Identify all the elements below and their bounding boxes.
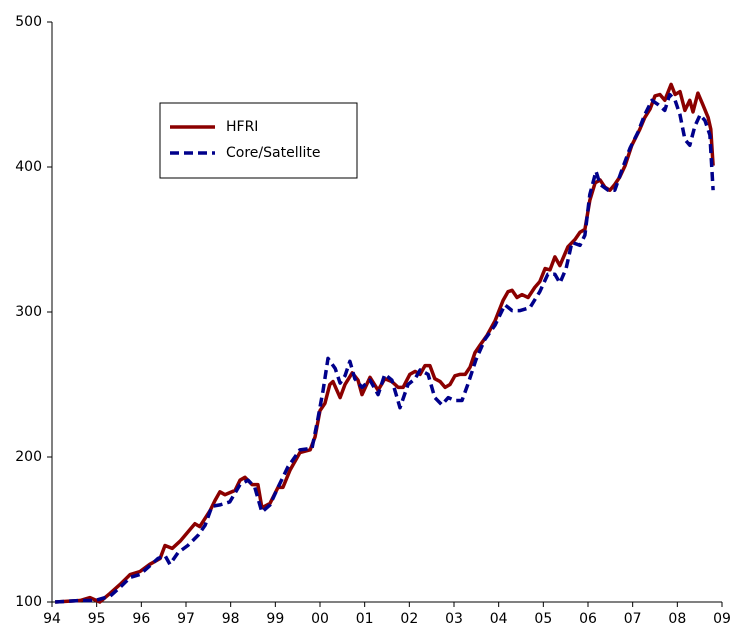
y-tick-label: 500 <box>15 14 42 30</box>
x-tick-label: 04 <box>490 611 508 627</box>
x-tick-label: 96 <box>132 611 150 627</box>
x-tick-label: 06 <box>579 611 597 627</box>
x-tick-label: 03 <box>445 611 463 627</box>
x-tick-label: 99 <box>266 611 284 627</box>
legend-label: HFRI <box>226 119 258 135</box>
x-tick-label: 01 <box>356 611 374 627</box>
x-tick-label: 09 <box>713 611 731 627</box>
line <box>54 92 715 604</box>
y-tick-label: 100 <box>15 594 42 610</box>
x-tick-label: 05 <box>534 611 552 627</box>
x-tick-label: 95 <box>88 611 106 627</box>
x-tick-label: 02 <box>400 611 418 627</box>
x-tick-label: 00 <box>311 611 329 627</box>
y-tick-label: 300 <box>15 304 42 320</box>
y-tick-label: 200 <box>15 449 42 465</box>
x-tick-label: 97 <box>177 611 195 627</box>
x-tick-label: 08 <box>668 611 686 627</box>
y-tick-label: 400 <box>15 159 42 175</box>
legend-label: Core/Satellite <box>226 145 320 161</box>
line <box>54 82 715 604</box>
legend-box <box>159 102 358 179</box>
x-tick-label: 07 <box>624 611 642 627</box>
x-tick-label: 94 <box>43 611 61 627</box>
x-tick-label: 98 <box>222 611 240 627</box>
